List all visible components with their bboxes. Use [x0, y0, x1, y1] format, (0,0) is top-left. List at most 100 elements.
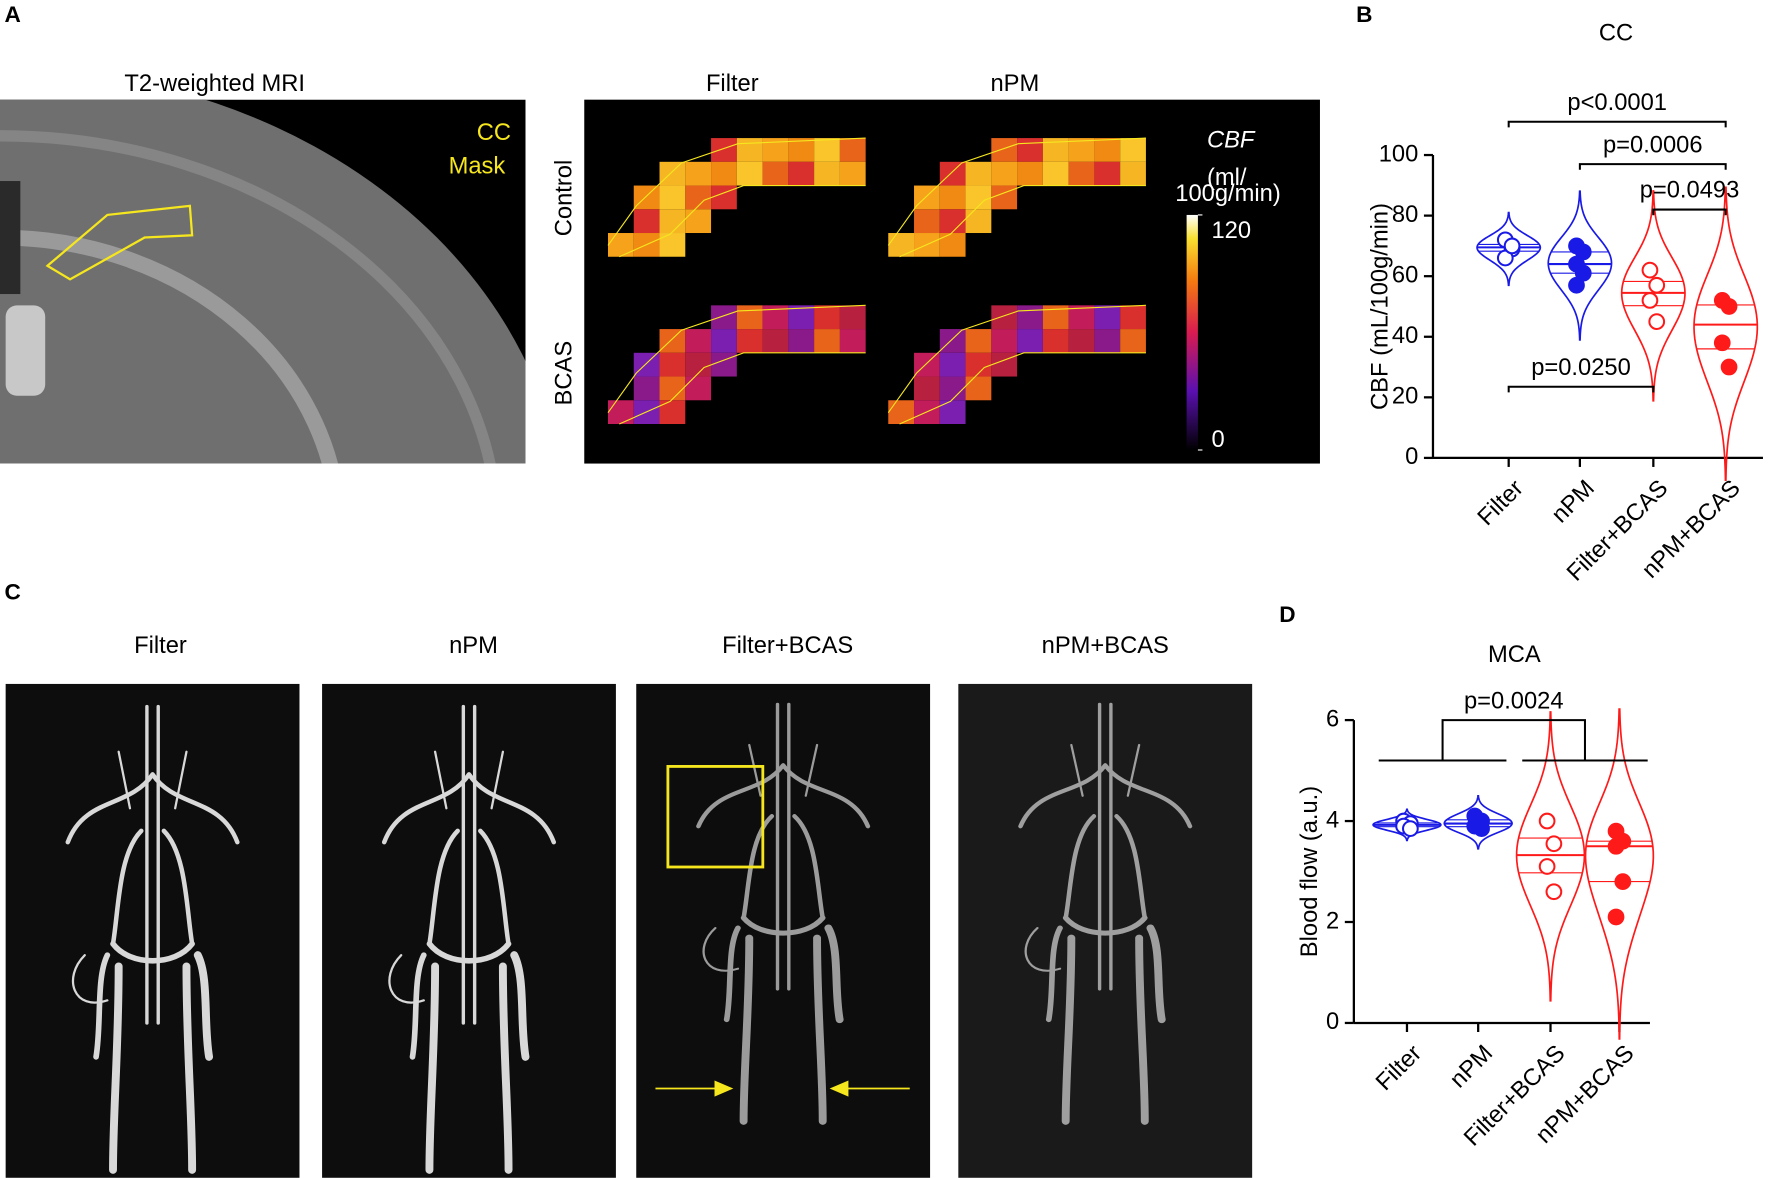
data-point: [1568, 276, 1585, 294]
panel-label: C: [5, 579, 21, 604]
x-tick-label: nPM: [1445, 1040, 1498, 1093]
map-pixel: [1042, 161, 1069, 186]
mask-label: CC: [477, 120, 511, 146]
map-pixel: [633, 185, 660, 210]
image-title: nPM: [449, 633, 498, 659]
data-point: [1545, 835, 1563, 853]
map-pixel: [914, 209, 940, 234]
significance-bracket: [1507, 385, 1655, 393]
map-pixel: [814, 138, 840, 162]
image-title: nPM+BCAS: [1042, 633, 1169, 659]
colorbar-title: CBF: [1207, 128, 1256, 154]
image-title: T2-weighted MRI: [124, 71, 305, 97]
map-pixel: [1120, 138, 1146, 162]
map-pixel: [736, 329, 763, 353]
map-pixel: [736, 161, 763, 186]
map-pixel: [814, 305, 840, 330]
map-pixel: [1068, 329, 1095, 353]
map-pixel: [788, 161, 815, 186]
arrows: [655, 1080, 910, 1097]
roi-outline: [619, 352, 866, 425]
data-point: [1648, 276, 1666, 294]
significance-bracket: [1652, 208, 1727, 216]
map-pixel: [762, 161, 789, 186]
y-axis-label: CBF (mL/100g/min): [1367, 203, 1393, 410]
map-pixel: [888, 233, 915, 257]
angiograms: [5, 683, 1253, 1178]
y-tick-label: 80: [1392, 202, 1418, 228]
y-tick-label: 40: [1392, 323, 1418, 349]
map-pixel: [633, 352, 660, 377]
map-pixel: [736, 305, 763, 330]
x-tick-label: nPM: [1547, 475, 1600, 528]
map-pixel: [711, 305, 737, 330]
map-pixel: [914, 352, 940, 377]
y-tick-label: 2: [1326, 908, 1339, 934]
row-label: Control: [551, 160, 577, 236]
y-tick-label: 6: [1326, 706, 1339, 732]
significance-bracket: [1507, 120, 1727, 128]
map-pixel: [711, 329, 737, 353]
map-pixel: [788, 138, 815, 162]
map-pixel: [839, 138, 866, 162]
map-pixel: [939, 209, 966, 234]
map-pixel: [939, 352, 966, 377]
map-pixel: [762, 138, 789, 162]
violin: [1547, 190, 1613, 341]
panel-label: A: [5, 2, 21, 27]
y-tick-label: 4: [1326, 807, 1339, 833]
map-pixel: [711, 185, 737, 210]
map-pixel: [1068, 138, 1095, 162]
data-point: [1538, 858, 1556, 875]
data-point: [1473, 820, 1490, 837]
map-pixel: [1017, 329, 1043, 353]
map-pixel: [1017, 161, 1043, 186]
angiogram: [5, 683, 300, 1178]
y-tick-label: 60: [1392, 262, 1418, 288]
x-tick-label: Filter: [1371, 1040, 1427, 1096]
map-pixel: [991, 352, 1018, 377]
map-pixel: [965, 329, 992, 353]
data-point: [1545, 883, 1563, 901]
map-pixel: [1068, 161, 1095, 186]
image-title: Filter+BCAS: [722, 633, 853, 659]
mask-label: Mask: [449, 154, 506, 180]
map-pixel: [965, 209, 992, 234]
p-value: p<0.0001: [1567, 90, 1667, 116]
roi-outline: [899, 184, 1146, 258]
violin: [1693, 186, 1759, 481]
map-pixel: [633, 376, 660, 401]
map-pixel: [991, 161, 1018, 186]
significance-bracket: [1578, 163, 1727, 170]
chart-title: MCA: [1488, 642, 1541, 668]
column-label: Filter: [706, 71, 759, 97]
map-pixel: [633, 209, 660, 234]
colorbar-unit: (ml/: [1207, 165, 1247, 191]
cbf-maps: [607, 137, 1146, 425]
map-pixel: [607, 400, 634, 425]
map-pixel: [607, 233, 634, 257]
map-pixel: [839, 329, 866, 353]
data-point: [1641, 292, 1659, 309]
chart-title: CC: [1599, 20, 1633, 46]
y-tick-label: 20: [1392, 384, 1418, 410]
data-point: [1720, 298, 1738, 315]
map-pixel: [1042, 305, 1069, 330]
data-point: [1720, 358, 1738, 376]
map-pixel: [711, 138, 737, 162]
map-pixel: [965, 376, 992, 401]
map-pixel: [659, 209, 686, 234]
map-pixel: [1094, 138, 1121, 162]
map-pixel: [659, 161, 686, 186]
y-axis-label: Blood flow (a.u.): [1297, 786, 1323, 957]
map-pixel: [762, 329, 789, 353]
map-pixel: [839, 305, 866, 330]
y-tick-label: 0: [1405, 444, 1418, 470]
map-pixel: [1068, 305, 1095, 330]
map-pixel: [788, 305, 815, 330]
map-pixel: [711, 161, 737, 186]
x-tick-label: Filter: [1473, 475, 1529, 531]
map-pixel: [939, 233, 966, 257]
map-pixel: [685, 209, 712, 234]
